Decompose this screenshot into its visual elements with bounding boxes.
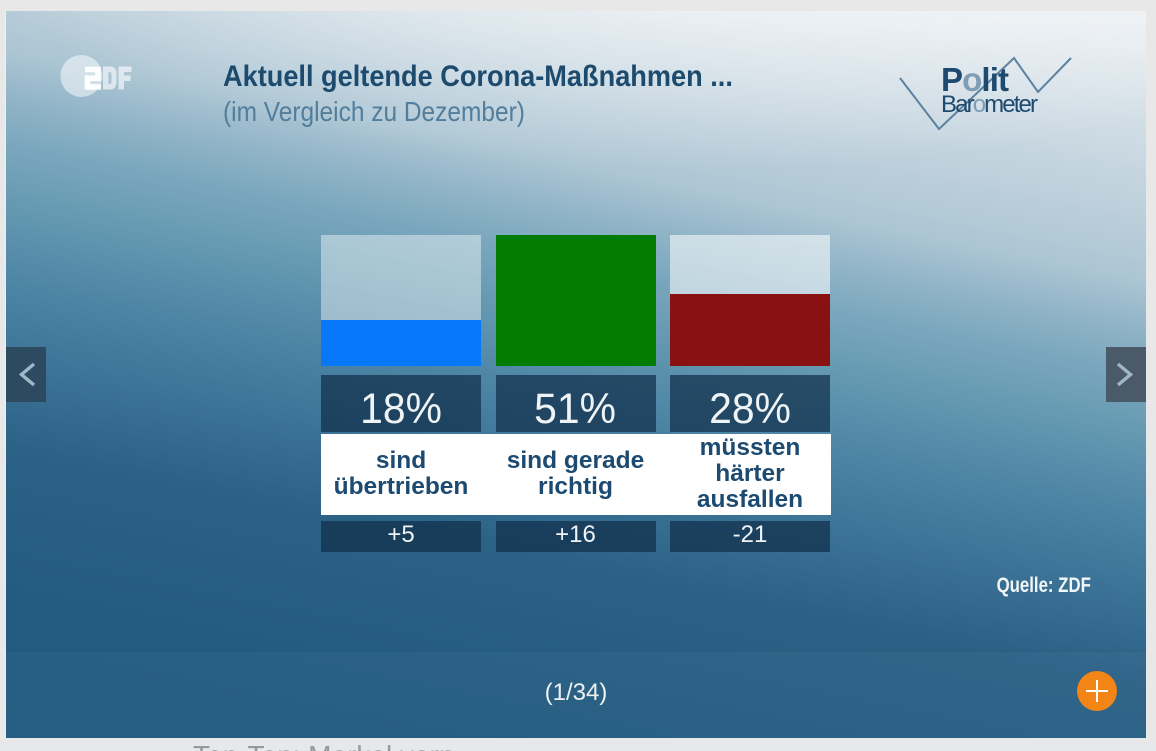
- svg-text:Barometer: Barometer: [941, 91, 1038, 118]
- svg-text:Polit: Polit: [941, 61, 1009, 98]
